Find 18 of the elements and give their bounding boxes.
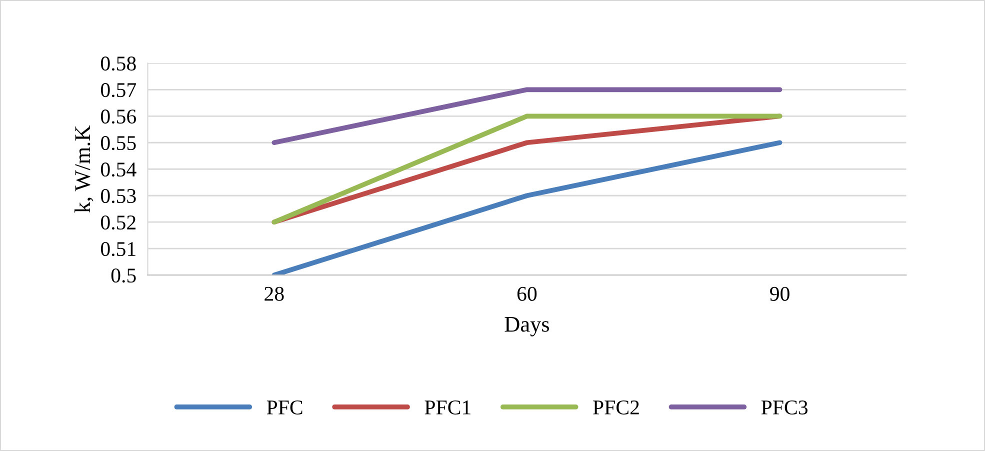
y-axis-title: k, W/m.K: [74, 125, 94, 213]
y-tick-label: 0.53: [100, 188, 136, 204]
y-tick-label: 0.54: [100, 162, 136, 177]
legend-label: PFC1: [424, 400, 470, 414]
y-tick-label: 0.57: [100, 83, 136, 98]
x-axis-title: Days: [504, 317, 550, 336]
legend-label: PFC: [266, 400, 302, 414]
y-tick-label: 0.58: [100, 56, 136, 71]
y-tick-label: 0.51: [100, 242, 136, 256]
legend-label: PFC2: [593, 400, 639, 414]
y-tick-label: 0.56: [100, 110, 136, 124]
y-tick-label: 0.55: [100, 136, 136, 150]
x-tick-label: 28: [264, 286, 284, 301]
y-tick-label: 0.5: [111, 268, 136, 283]
legend-label: PFC3: [761, 400, 808, 414]
y-tick-label: 0.52: [100, 215, 136, 230]
x-tick-label: 60: [517, 286, 537, 301]
x-tick-label: 90: [770, 286, 790, 301]
